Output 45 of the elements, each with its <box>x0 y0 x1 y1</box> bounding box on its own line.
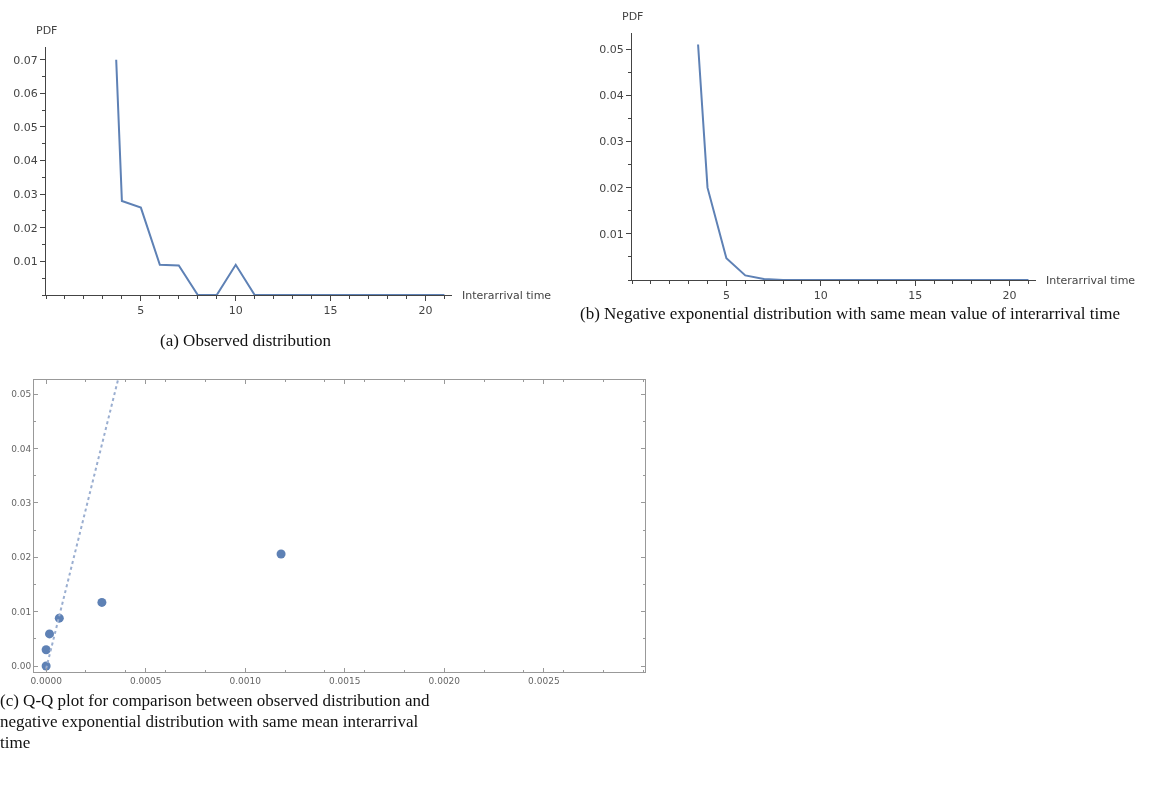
x-tick-label: 0.0025 <box>528 675 560 686</box>
x-tick-label: 0.0000 <box>30 675 63 686</box>
text: (b) Negative exponential distribution with same mean value of interarrival time <box>580 303 1122 324</box>
y-tick-label: 0.04 <box>11 443 32 454</box>
point <box>41 645 51 655</box>
y-tick-label: 0.01 <box>599 227 624 241</box>
x-tick-label: 0.0015 <box>329 675 361 686</box>
x-tick-label: 0.0005 <box>129 675 162 686</box>
y-tick-label: 0.02 <box>599 181 624 195</box>
x-tick-label: 0.0020 <box>428 675 461 686</box>
line-series <box>697 43 1030 280</box>
y-tick-label: 0.07 <box>13 53 38 67</box>
text: (a) Observed distribution <box>160 330 332 351</box>
x-tick-label: 15 <box>323 304 338 318</box>
y-tick-label: 0.05 <box>599 43 624 57</box>
x-tick-label: 5 <box>137 304 145 318</box>
x-tick-label: 5 <box>722 289 730 303</box>
y-tick-label: 0.02 <box>13 221 38 235</box>
x-axis-title: Interarrival time <box>462 289 552 302</box>
x-tick-label: 10 <box>813 289 828 303</box>
y-tick-label: 0.03 <box>11 498 32 509</box>
x-tick-label: 20 <box>1002 289 1017 303</box>
y-tick-label: 0.01 <box>13 255 38 269</box>
x-tick-label: 10 <box>228 304 243 318</box>
x-tick-label: 0.0010 <box>229 675 262 686</box>
line-series <box>115 58 446 295</box>
point <box>45 629 55 639</box>
y-tick-label: 0.01 <box>11 606 32 617</box>
y-tick-label: 0.04 <box>13 154 38 168</box>
y-axis-title: PDF <box>36 24 58 37</box>
point <box>276 549 286 559</box>
y-tick-label: 0.05 <box>13 120 38 134</box>
y-tick-label: 0.04 <box>599 89 624 103</box>
point <box>97 597 107 607</box>
y-tick-label: 0.03 <box>13 188 38 202</box>
y-axis-title: PDF <box>622 10 644 23</box>
y-tick-label: 0.02 <box>11 552 32 563</box>
y-tick-label: 0.03 <box>599 135 624 149</box>
y-tick-label: 0.06 <box>13 87 38 101</box>
x-tick-label: 15 <box>908 289 923 303</box>
x-tick-label: 20 <box>418 304 433 318</box>
text: (c) Q-Q plot for comparison between observed distribution and negative exponential distribution with same mean interarrival time <box>0 690 431 753</box>
y-tick-label: 0.00 <box>11 661 32 672</box>
x-axis-title: Interarrival time <box>1046 274 1136 287</box>
y-tick-label: 0.05 <box>11 389 32 400</box>
